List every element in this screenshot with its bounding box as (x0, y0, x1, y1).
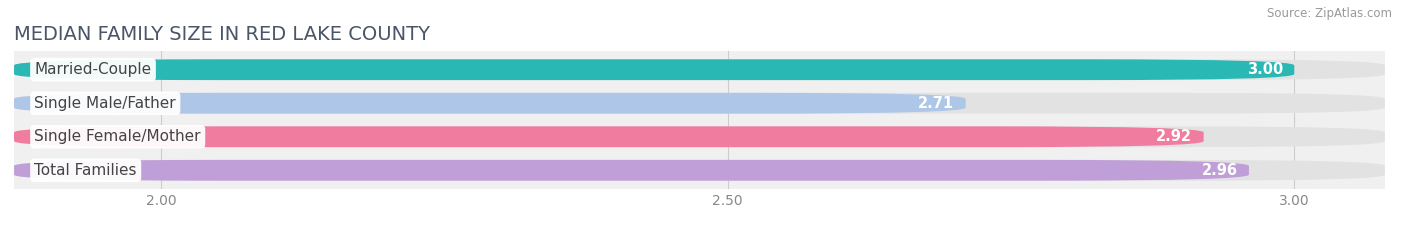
FancyBboxPatch shape (14, 93, 966, 114)
Text: 3.00: 3.00 (1247, 62, 1282, 77)
FancyBboxPatch shape (14, 160, 1385, 181)
FancyBboxPatch shape (14, 160, 1249, 181)
FancyBboxPatch shape (14, 59, 1385, 80)
Text: MEDIAN FAMILY SIZE IN RED LAKE COUNTY: MEDIAN FAMILY SIZE IN RED LAKE COUNTY (14, 25, 430, 44)
FancyBboxPatch shape (14, 93, 1385, 114)
Text: Married-Couple: Married-Couple (35, 62, 152, 77)
Text: Source: ZipAtlas.com: Source: ZipAtlas.com (1267, 7, 1392, 20)
Text: Total Families: Total Families (35, 163, 136, 178)
Text: Single Female/Mother: Single Female/Mother (35, 129, 201, 144)
FancyBboxPatch shape (14, 126, 1385, 147)
Text: 2.71: 2.71 (918, 96, 955, 111)
FancyBboxPatch shape (14, 59, 1295, 80)
Text: Single Male/Father: Single Male/Father (35, 96, 176, 111)
FancyBboxPatch shape (14, 126, 1204, 147)
Text: 2.92: 2.92 (1156, 129, 1192, 144)
Text: 2.96: 2.96 (1202, 163, 1237, 178)
